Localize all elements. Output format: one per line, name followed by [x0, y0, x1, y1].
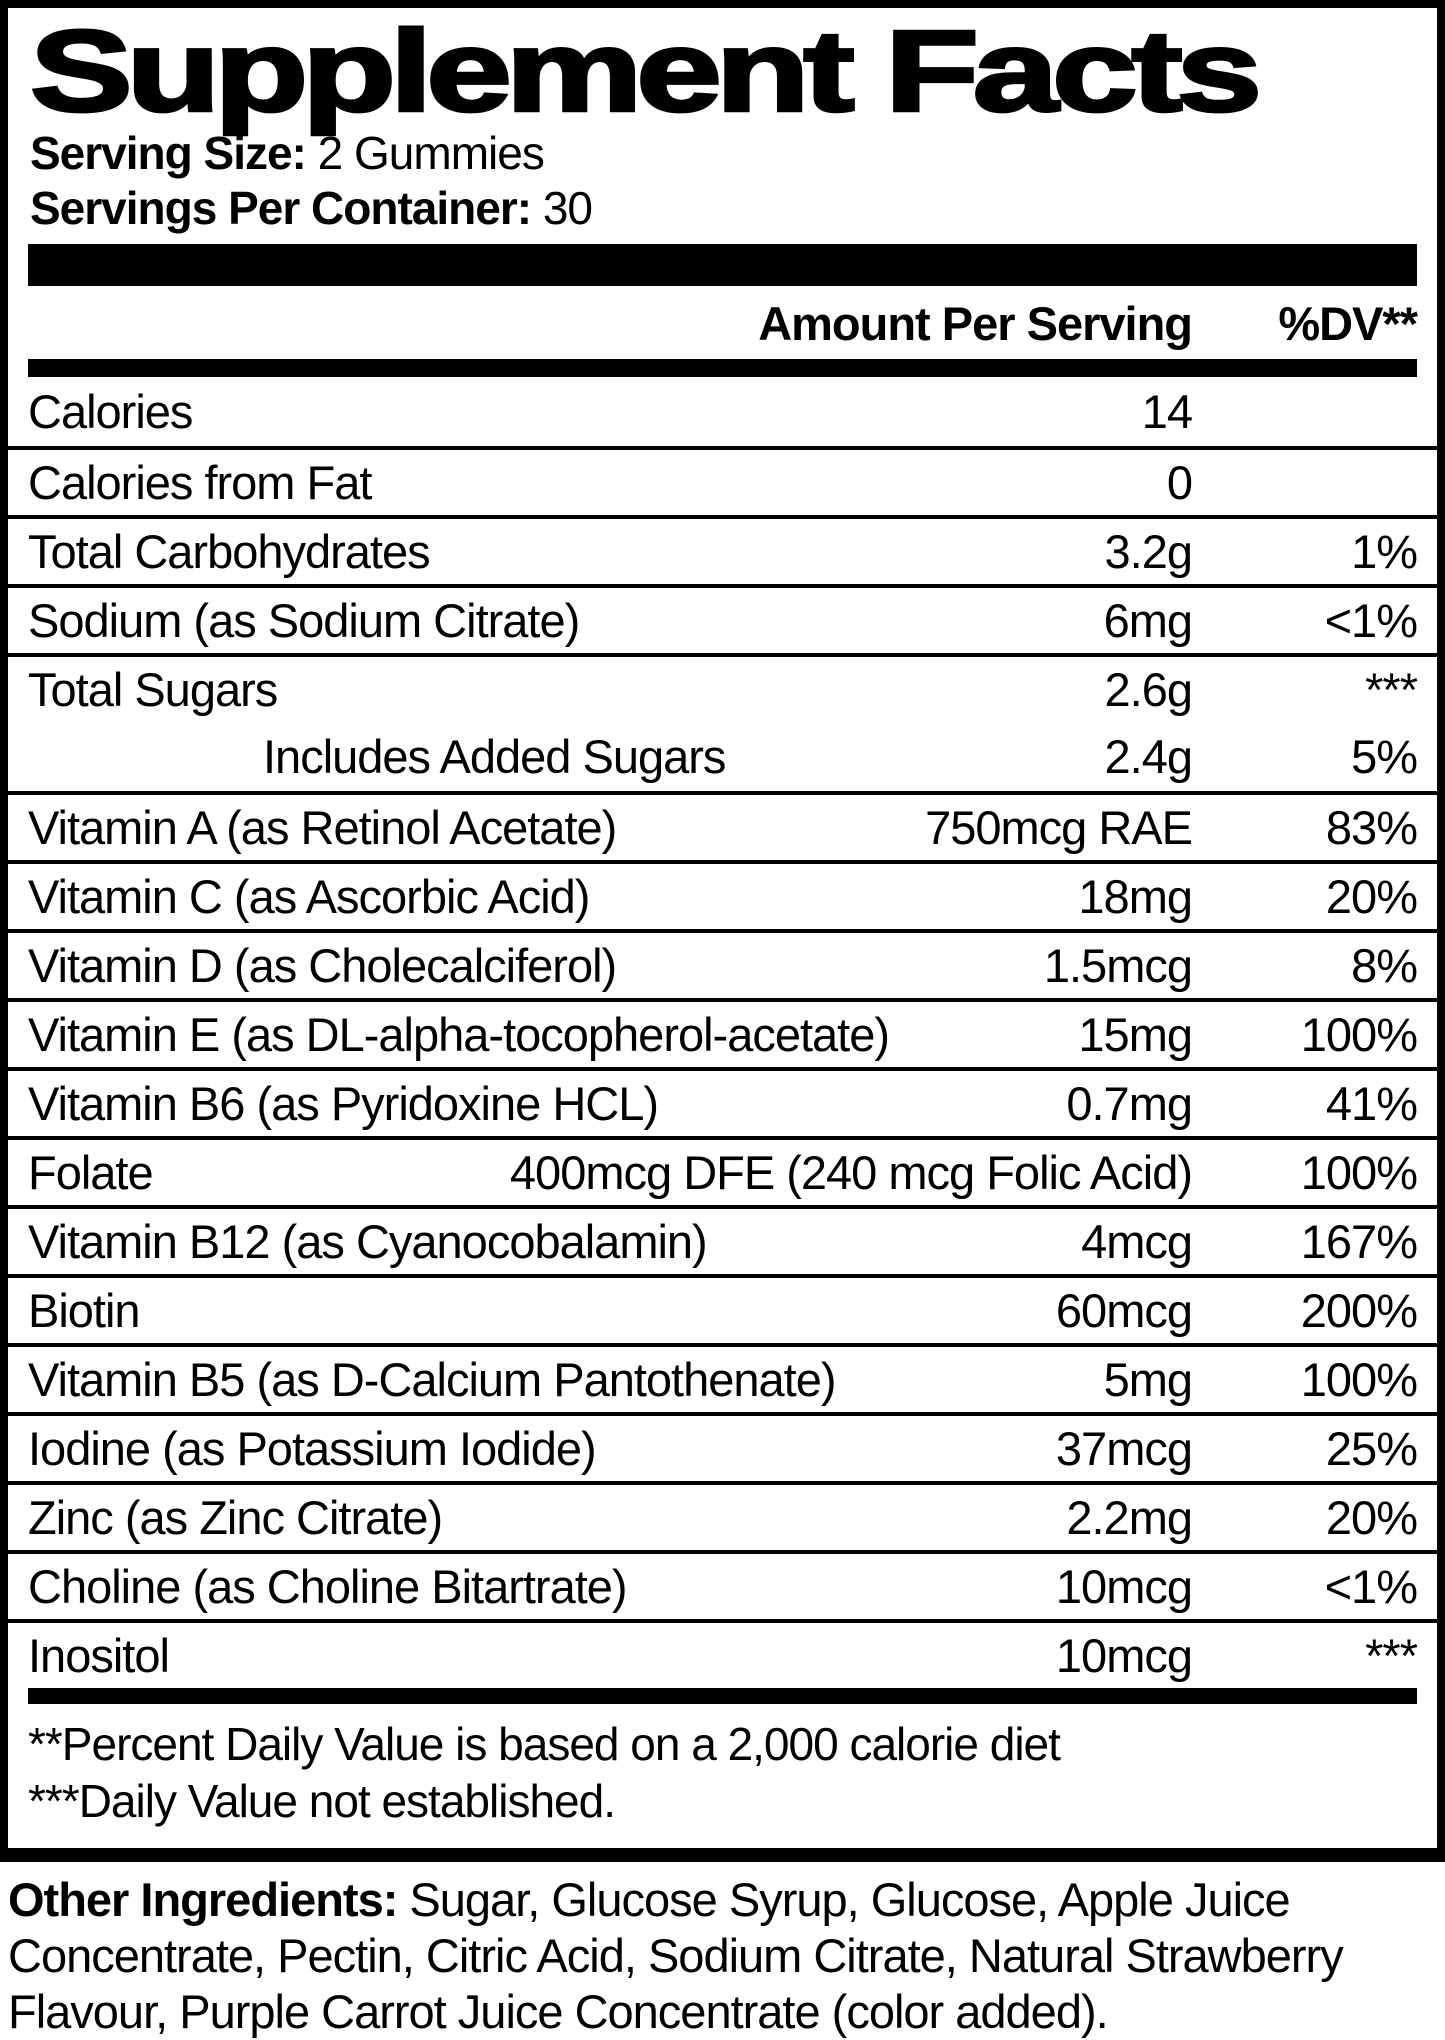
nutrient-amount: 750mcg RAE: [925, 800, 1193, 854]
nutrient-amount: 1.5mcg: [1043, 938, 1193, 992]
nutrient-dv: 41%: [1325, 1076, 1418, 1130]
nutrient-row: Folate 400mcg DFE (240 mcg Folic Acid) 1…: [8, 1136, 1437, 1205]
nutrient-name: Total Carbohydrates: [28, 524, 431, 578]
nutrient-name: Biotin: [28, 1283, 141, 1337]
serving-info: Serving Size: 2 Gummies Servings Per Con…: [8, 126, 1437, 236]
facts-rows: Calories 14 Calories from Fat 0 Total Ca…: [8, 377, 1437, 1688]
nutrient-amount: 37mcg: [1055, 1421, 1193, 1475]
nutrient-row: Vitamin B12 (as Cyanocobalamin) 4mcg 167…: [8, 1205, 1437, 1274]
nutrient-name: Vitamin A (as Retinol Acetate): [28, 800, 617, 854]
nutrient-row: Vitamin B6 (as Pyridoxine HCL) 0.7mg 41%: [8, 1067, 1437, 1136]
nutrient-row: Total Carbohydrates 3.2g 1%: [8, 515, 1437, 584]
servings-per-container-value: 30: [542, 182, 593, 234]
nutrient-dv: <1%: [1324, 1559, 1418, 1613]
nutrient-dv: 20%: [1325, 869, 1418, 923]
nutrient-amount: 4mcg: [1081, 1214, 1193, 1268]
nutrient-row: Calories from Fat 0: [8, 446, 1437, 515]
nutrient-amount: 60mcg: [1055, 1283, 1193, 1337]
separator-bar-header: [28, 359, 1417, 377]
nutrient-row: Zinc (as Zinc Citrate) 2.2mg 20%: [8, 1481, 1437, 1550]
serving-size-line: Serving Size: 2 Gummies: [30, 126, 1415, 181]
header-percent-dv: %DV**: [1278, 297, 1418, 350]
servings-per-container-label: Servings Per Container:: [30, 182, 532, 234]
nutrient-name: Calories from Fat: [28, 455, 372, 509]
nutrient-name: Total Sugars: [28, 662, 278, 716]
nutrient-name: Vitamin D (as Cholecalciferol): [28, 938, 617, 992]
nutrient-name: Iodine (as Potassium Iodide): [28, 1421, 597, 1475]
nutrient-dv: 25%: [1325, 1421, 1418, 1475]
nutrient-row: Includes Added Sugars 2.4g 5%: [8, 722, 1437, 791]
nutrient-amount: 14: [1141, 384, 1193, 438]
nutrient-name: Zinc (as Zinc Citrate): [28, 1490, 443, 1544]
nutrient-amount: 0: [1166, 455, 1193, 509]
nutrient-amount: 10mcg: [1055, 1559, 1193, 1613]
nutrient-name: Vitamin B6 (as Pyridoxine HCL): [28, 1076, 659, 1130]
nutrient-amount: 3.2g: [1104, 524, 1193, 578]
nutrient-name: Includes Added Sugars: [263, 729, 726, 783]
nutrient-row: Total Sugars 2.6g ***: [8, 653, 1437, 722]
nutrient-name: Choline (as Choline Bitartrate): [28, 1559, 628, 1613]
nutrient-amount: 5mg: [1103, 1352, 1193, 1406]
nutrient-amount: 15mg: [1078, 1007, 1193, 1061]
nutrient-dv: 5%: [1351, 729, 1418, 783]
nutrient-amount: 2.4g: [1104, 729, 1193, 783]
nutrient-row: Vitamin A (as Retinol Acetate) 750mcg RA…: [8, 791, 1437, 860]
nutrient-name: Calories: [28, 384, 193, 438]
nutrient-dv: <1%: [1324, 593, 1418, 647]
nutrient-dv: 1%: [1351, 524, 1418, 578]
nutrient-dv: 83%: [1325, 800, 1418, 854]
separator-bar-top: [28, 244, 1417, 286]
nutrient-dv: 8%: [1351, 938, 1418, 992]
nutrient-name: Folate: [28, 1145, 154, 1199]
nutrient-amount: 0.7mg: [1066, 1076, 1193, 1130]
nutrient-amount: 18mg: [1078, 869, 1193, 923]
nutrient-amount: 2.2mg: [1066, 1490, 1193, 1544]
nutrient-dv: ***: [1365, 662, 1418, 716]
supplement-facts-panel: Supplement Facts Serving Size: 2 Gummies…: [0, 0, 1445, 1862]
panel-title: Supplement Facts: [28, 6, 1264, 136]
separator-bar-footnotes: [28, 1688, 1417, 1704]
header-amount-per-serving: Amount Per Serving: [758, 297, 1193, 350]
nutrient-name: Sodium (as Sodium Citrate): [28, 593, 580, 647]
nutrient-dv: 20%: [1325, 1490, 1418, 1544]
servings-per-container-line: Servings Per Container: 30: [30, 181, 1415, 236]
nutrient-row: Vitamin C (as Ascorbic Acid) 18mg 20%: [8, 860, 1437, 929]
nutrient-name: Vitamin E (as DL-alpha-tocopherol-acetat…: [28, 1007, 890, 1061]
nutrient-row: Vitamin B5 (as D-Calcium Pantothenate) 5…: [8, 1343, 1437, 1412]
nutrient-row: Sodium (as Sodium Citrate) 6mg <1%: [8, 584, 1437, 653]
nutrient-dv: 200%: [1300, 1283, 1418, 1337]
serving-size-label: Serving Size:: [30, 127, 307, 179]
nutrient-row: Calories 14: [8, 377, 1437, 446]
nutrient-name: Inositol: [28, 1628, 170, 1682]
footnotes: **Percent Daily Value is based on a 2,00…: [8, 1704, 1437, 1848]
nutrient-dv: 167%: [1300, 1214, 1418, 1268]
nutrient-dv: 100%: [1300, 1145, 1418, 1199]
other-ingredients-label: Other Ingredients:: [8, 1873, 398, 1926]
nutrient-name: Vitamin B5 (as D-Calcium Pantothenate): [28, 1352, 837, 1406]
nutrient-dv: 100%: [1300, 1007, 1418, 1061]
nutrient-row: Iodine (as Potassium Iodide) 37mcg 25%: [8, 1412, 1437, 1481]
nutrient-row: Vitamin E (as DL-alpha-tocopherol-acetat…: [8, 998, 1437, 1067]
nutrient-dv: 100%: [1300, 1352, 1418, 1406]
nutrient-row: Choline (as Choline Bitartrate) 10mcg <1…: [8, 1550, 1437, 1619]
nutrient-amount: 6mg: [1103, 593, 1193, 647]
nutrient-name: Vitamin C (as Ascorbic Acid): [28, 869, 590, 923]
table-header-row: Amount Per Serving %DV**: [8, 286, 1437, 359]
serving-size-value: 2 Gummies: [317, 127, 545, 179]
nutrient-name: Vitamin B12 (as Cyanocobalamin): [28, 1214, 708, 1268]
nutrient-dv: ***: [1365, 1628, 1418, 1682]
footnote-dv-not-established: ***Daily Value not established.: [28, 1775, 616, 1827]
other-ingredients: Other Ingredients: Sugar, Glucose Syrup,…: [0, 1872, 1445, 2040]
nutrient-amount: 2.6g: [1104, 662, 1193, 716]
nutrient-amount: 400mcg DFE (240 mcg Folic Acid): [509, 1145, 1193, 1199]
panel-title-box: Supplement Facts: [8, 6, 1437, 136]
footnote-percent-dv: **Percent Daily Value is based on a 2,00…: [28, 1718, 1061, 1770]
nutrient-row: Biotin 60mcg 200%: [8, 1274, 1437, 1343]
nutrient-row: Inositol 10mcg ***: [8, 1619, 1437, 1688]
nutrient-row: Vitamin D (as Cholecalciferol) 1.5mcg 8%: [8, 929, 1437, 998]
nutrient-amount: 10mcg: [1055, 1628, 1193, 1682]
